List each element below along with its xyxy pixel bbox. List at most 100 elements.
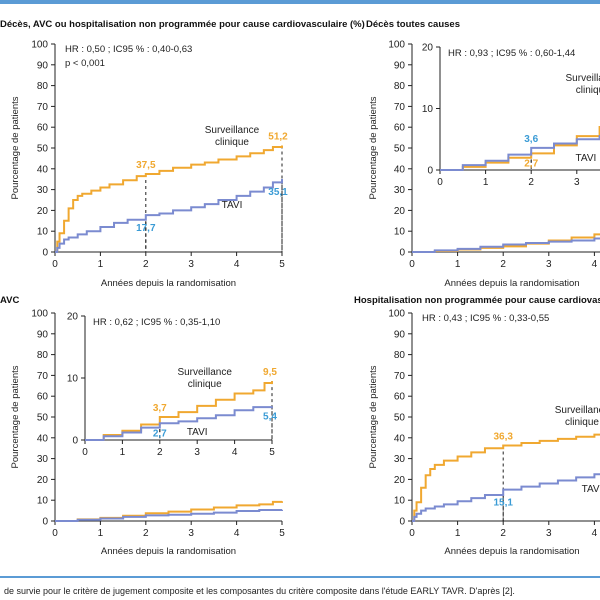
chart-composite: Décès, AVC ou hospitalisation non progra…	[0, 19, 365, 289]
figure-caption: de survie pour le critère de jugement co…	[4, 586, 515, 596]
inset-x-tick-label: 0	[437, 177, 443, 188]
x-tick-label: 1	[98, 259, 104, 270]
x-axis-label: Années depuis la randomisation	[101, 546, 236, 557]
y-tick-label: 10	[37, 496, 49, 507]
y-tick-label: 40	[37, 164, 49, 175]
data-label: 36,3	[493, 431, 513, 442]
inset-series-name-label: Surveillance	[566, 73, 600, 84]
inset-y-tick-label: 10	[422, 104, 434, 115]
x-tick-label: 4	[592, 259, 598, 270]
y-tick-label: 30	[37, 185, 49, 196]
y-tick-label: 80	[37, 81, 49, 92]
inset-x-tick-label: 1	[483, 177, 489, 188]
y-tick-label: 60	[37, 123, 49, 134]
inset-y-tick-label: 10	[67, 374, 79, 385]
y-tick-label: 50	[394, 144, 406, 155]
y-tick-label: 70	[394, 102, 406, 113]
x-tick-label: 2	[143, 259, 149, 270]
series-line-tavi	[55, 508, 283, 522]
inset-series-line-tavi	[85, 406, 273, 441]
hazard-ratio-annotation: HR : 0,43 ; IC95 % : 0,33-0,55	[422, 313, 549, 324]
inset-x-tick-label: 2	[528, 177, 534, 188]
y-tick-label: 80	[37, 350, 49, 361]
x-tick-label: 3	[546, 259, 552, 270]
x-tick-label: 1	[455, 528, 461, 539]
x-tick-label: 5	[279, 259, 285, 270]
inset-series-name-label: clinique	[576, 85, 600, 96]
y-axis-label: Pourcentage de patients	[368, 365, 379, 468]
y-tick-label: 90	[394, 329, 406, 340]
x-axis-label: Années depuis la randomisation	[101, 278, 236, 289]
y-tick-label: 20	[37, 206, 49, 217]
inset-y-tick-label: 20	[422, 43, 434, 54]
series-name-label: TAVI	[582, 484, 600, 495]
y-tick-label: 100	[388, 309, 405, 320]
data-label: 37,5	[136, 160, 156, 171]
inset-x-tick-label: 3	[574, 177, 580, 188]
inset-data-label: 3,6	[524, 134, 538, 145]
y-tick-label: 60	[394, 392, 406, 403]
y-tick-label: 30	[37, 454, 49, 465]
chart-title: Hospitalisation non programmée pour caus…	[354, 295, 600, 306]
y-tick-label: 70	[37, 102, 49, 113]
x-tick-label: 1	[455, 259, 461, 270]
inset-series-name-label: Surveillance	[177, 367, 232, 378]
inset-data-label: 2,7	[524, 158, 538, 169]
y-tick-label: 90	[37, 60, 49, 71]
series-line-tavi	[412, 473, 600, 522]
inset-hazard-ratio-annotation: HR : 0,93 ; IC95 % : 0,60-1,44	[448, 48, 575, 59]
inset-x-tick-label: 2	[157, 447, 163, 458]
y-tick-label: 10	[37, 227, 49, 238]
inset-data-label: 2,7	[153, 428, 167, 439]
series-name-label: clinique	[565, 417, 599, 428]
series-line-surveillance	[55, 145, 283, 253]
x-tick-label: 2	[143, 528, 149, 539]
inset-series-line-tavi	[440, 135, 600, 171]
inset-y-tick-label: 0	[427, 166, 433, 177]
inset-avc: 0 10 20 0 1 2 3 4 5 3,7 2,7 9,5 5,4 Surveillanceclini…	[67, 312, 278, 459]
y-axis-label: Pourcentage de patients	[10, 96, 21, 199]
x-tick-label: 4	[592, 528, 598, 539]
inset-deces: 01020012343,62,7SurveillancecliniqueTAVI…	[422, 43, 600, 188]
x-tick-label: 0	[52, 259, 58, 270]
data-label: 15,1	[493, 498, 513, 509]
y-tick-label: 80	[394, 81, 406, 92]
x-axis-label: Années depuis la randomisation	[444, 278, 579, 289]
y-tick-label: 0	[399, 517, 405, 528]
y-tick-label: 90	[37, 329, 49, 340]
y-tick-label: 70	[394, 371, 406, 382]
series-line-surveillance	[412, 433, 600, 522]
chart-title: AVC	[0, 295, 19, 306]
data-label: 51,2	[268, 132, 288, 143]
y-tick-label: 60	[394, 123, 406, 134]
inset-series-name-label: TAVI	[576, 153, 597, 164]
x-tick-label: 3	[188, 259, 194, 270]
y-tick-label: 60	[37, 392, 49, 403]
x-tick-label: 3	[546, 528, 552, 539]
x-tick-label: 0	[52, 528, 58, 539]
y-tick-label: 0	[42, 248, 48, 259]
x-axis-label: Années depuis la randomisation	[444, 546, 579, 557]
series-line-tavi	[55, 178, 283, 253]
y-tick-label: 10	[394, 227, 406, 238]
chart-hospitalisation: Hospitalisation non programmée pour caus…	[354, 295, 600, 557]
inset-y-tick-label: 20	[67, 312, 79, 323]
y-tick-label: 40	[37, 433, 49, 444]
y-tick-label: 20	[37, 475, 49, 486]
inset-x-tick-label: 3	[194, 447, 200, 458]
x-tick-label: 2	[500, 259, 506, 270]
y-tick-label: 0	[399, 248, 405, 259]
inset-data-label: 3,7	[153, 403, 167, 414]
inset-hazard-ratio-annotation: HR : 0,62 ; IC95 % : 0,35-1,10	[93, 317, 220, 328]
series-name-label: TAVI	[222, 200, 243, 211]
bottom-rule	[0, 576, 600, 578]
y-tick-label: 100	[31, 309, 48, 320]
x-tick-label: 3	[188, 528, 194, 539]
hazard-ratio-annotation: HR : 0,50 ; IC95 % : 0,40-0,63	[65, 44, 192, 55]
data-label: 35,1	[268, 187, 288, 198]
inset-series-name-label: TAVI	[187, 427, 208, 438]
y-tick-label: 100	[388, 40, 405, 51]
series-line-tavi	[412, 237, 600, 253]
y-tick-label: 0	[42, 517, 48, 528]
chart-deces: Décès toutes causes010203040506070809010…	[366, 19, 600, 289]
